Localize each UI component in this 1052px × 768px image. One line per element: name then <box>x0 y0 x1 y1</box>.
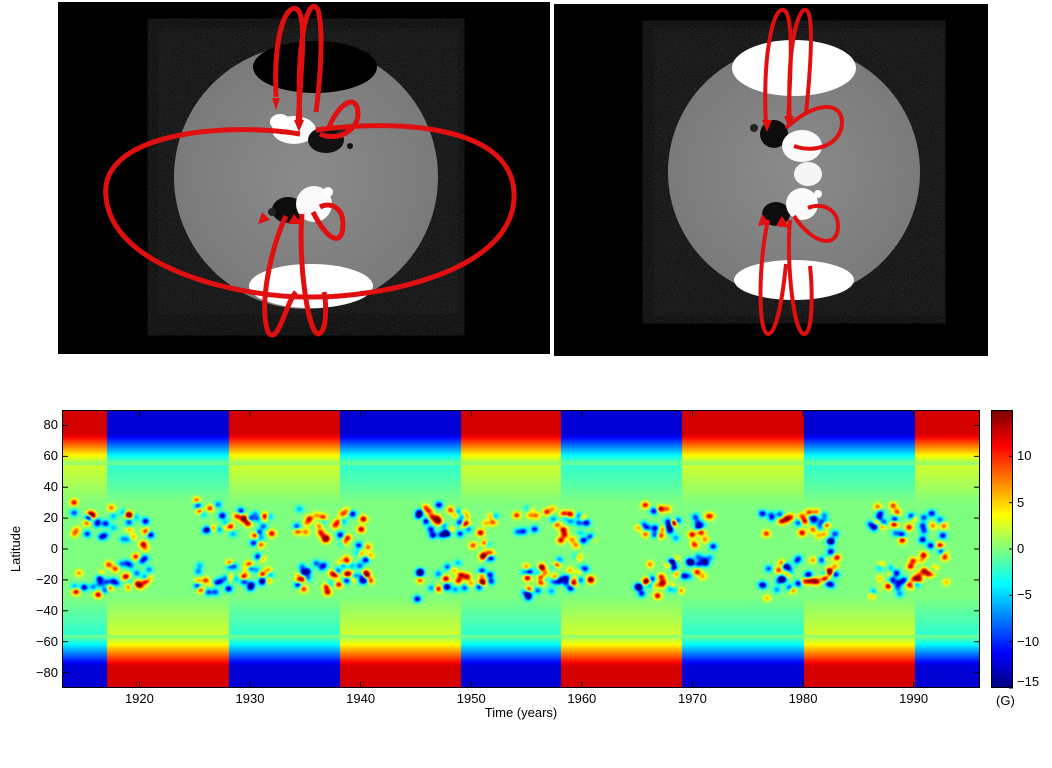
y-tick-label: 80 <box>43 417 58 433</box>
x-tick-label: 1980 <box>788 691 818 706</box>
y-tick-label: 40 <box>43 479 58 495</box>
x-tick-label: 1990 <box>899 691 929 706</box>
y-tick-label: −60 <box>35 633 58 649</box>
sun-magnetogram-right <box>654 7 944 337</box>
butterfly-diagram-heatmap <box>62 410 980 688</box>
colorbar-tick-label: 10 <box>1017 448 1032 464</box>
sun-disk <box>174 45 438 309</box>
x-tick-label: 1940 <box>346 691 376 706</box>
colorbar-tick-label: 5 <box>1017 494 1025 510</box>
y-axis-label: Latitude <box>8 525 23 573</box>
x-tick-label: 1930 <box>235 691 265 706</box>
sun-magnetogram-left <box>103 3 517 338</box>
arrow-heads-right <box>758 116 794 228</box>
x-axis-label: Time (years) <box>484 705 558 720</box>
colorbar-tick-label: −10 <box>1017 633 1040 649</box>
north-polar-cap <box>732 40 856 96</box>
arrow-heads-left <box>258 98 304 224</box>
heatmap-canvas <box>63 411 979 687</box>
y-tick-label: −80 <box>35 664 58 680</box>
south-polar-cap <box>734 260 854 300</box>
x-tick-label: 1960 <box>567 691 597 706</box>
y-tick-label: 60 <box>43 448 58 464</box>
field-loops-left <box>103 3 517 338</box>
field-loops-right <box>758 7 845 337</box>
y-tick-label: −20 <box>35 571 58 587</box>
magnetogram-panel-right <box>554 4 988 356</box>
colorbar-unit-label: (G) <box>996 693 1015 708</box>
x-tick-label: 1970 <box>677 691 707 706</box>
colorbar-gradient <box>992 411 1012 687</box>
colorbar-tick-label: −5 <box>1017 587 1032 603</box>
north-polar-cap <box>253 41 377 93</box>
y-tick-label: 0 <box>50 541 58 556</box>
y-tick-label: −40 <box>35 602 58 618</box>
x-tick-label: 1950 <box>456 691 486 706</box>
sun-disk <box>668 46 920 298</box>
colorbar-tick-label: 0 <box>1017 541 1025 556</box>
x-tick-label: 1920 <box>124 691 154 706</box>
colorbar-tick-label: −15 <box>1017 674 1040 689</box>
colorbar <box>991 410 1013 688</box>
y-tick-label: 20 <box>43 510 58 526</box>
magnetogram-panel-left <box>58 2 550 354</box>
